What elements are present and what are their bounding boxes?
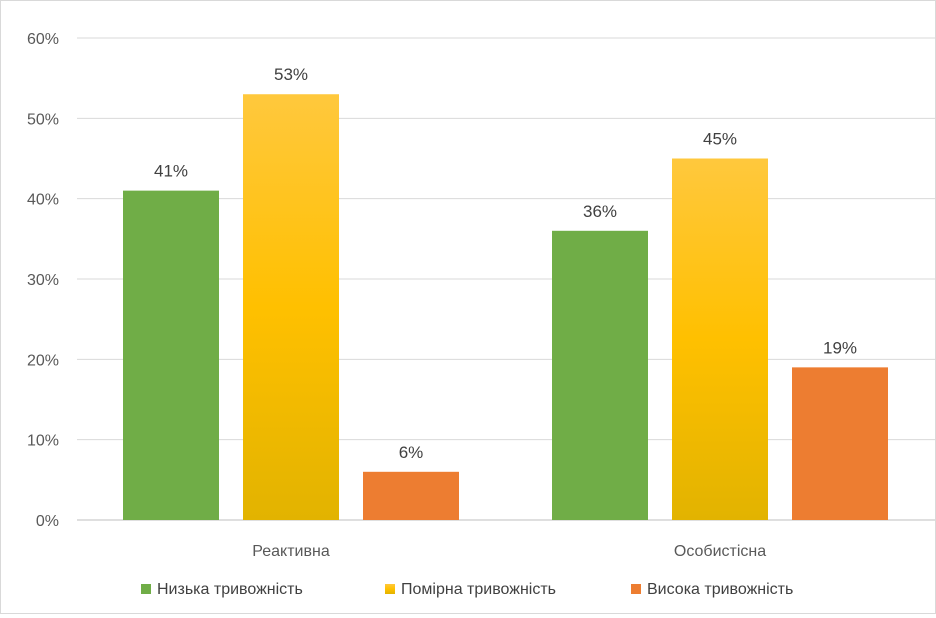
bars <box>123 94 888 521</box>
data-label: 19% <box>823 338 857 357</box>
data-label: 53% <box>274 65 308 84</box>
y-tick-label: 40% <box>27 192 59 209</box>
data-label: 36% <box>583 202 617 221</box>
legend-swatch <box>631 584 641 594</box>
bar-3-1 <box>363 471 459 520</box>
y-tick-label: 20% <box>27 352 59 369</box>
legend-label: Низька тривожність <box>157 581 303 598</box>
data-label: 41% <box>154 162 188 181</box>
x-tick-label: Реактивна <box>252 543 330 560</box>
y-tick-label: 60% <box>27 31 59 48</box>
legend-label: Помірна тривожність <box>401 581 556 598</box>
legend: Низька тривожність Помірна тривожність Вис… <box>141 581 793 598</box>
gridlines <box>77 37 935 521</box>
bar-1-1 <box>123 190 219 520</box>
bar-2-2 <box>672 158 768 520</box>
legend-label: Висока тривожність <box>647 581 793 598</box>
bar-3-2 <box>792 367 888 520</box>
legend-swatch <box>385 584 395 594</box>
legend-swatch <box>141 584 151 594</box>
data-label: 45% <box>703 130 737 149</box>
y-tick-label: 30% <box>27 272 59 289</box>
data-label: 6% <box>399 443 424 462</box>
x-axis-ticks: Реактивна Особистісна <box>252 543 766 560</box>
x-tick-label: Особистісна <box>674 543 766 560</box>
y-axis-ticks: 0% 10% 20% 30% 40% 50% 60% <box>27 31 59 530</box>
y-tick-label: 10% <box>27 433 59 450</box>
y-tick-label: 50% <box>27 111 59 128</box>
bar-1-2 <box>552 230 648 521</box>
y-tick-label: 0% <box>36 513 59 530</box>
bar-2-1 <box>243 94 339 520</box>
data-labels: 41% 53% 6% 36% 45% 19% <box>154 65 857 462</box>
